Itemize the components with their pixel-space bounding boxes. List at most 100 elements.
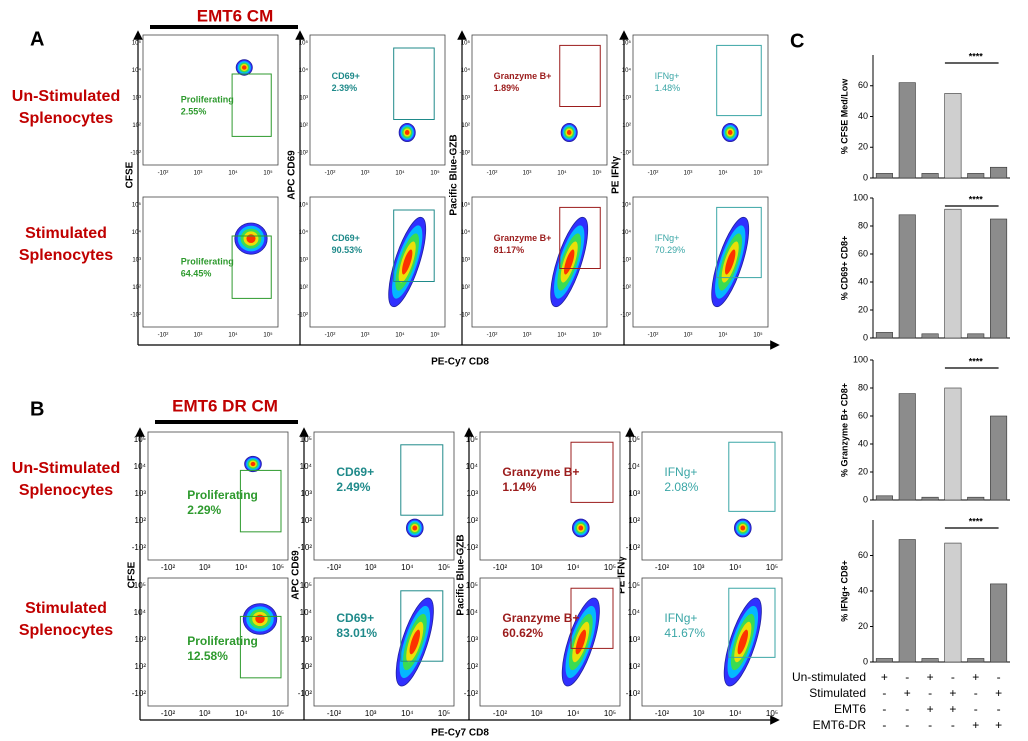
flow-y-tick: 10⁵ — [132, 202, 142, 209]
flow-y-tick: 10³ — [466, 489, 478, 498]
gate-percent: 2.39% — [332, 83, 358, 93]
flow-y-tick: 10⁴ — [132, 67, 142, 74]
flow-plot-frame — [147, 431, 289, 561]
significance: **** — [969, 194, 984, 204]
row-label: Stimulated — [25, 225, 107, 242]
flow-y-tick: 10⁵ — [299, 202, 309, 209]
gate-name: Granzyme B+ — [502, 465, 579, 479]
flow-x-tick: -10² — [158, 333, 169, 339]
flow-x-tick: 10⁴ — [235, 563, 248, 572]
flow-y-tick: 10⁵ — [134, 435, 146, 444]
gate-name: IFNg+ — [664, 465, 697, 479]
gate — [728, 441, 776, 512]
bar — [898, 393, 916, 501]
flow-x-tick: 10³ — [365, 563, 377, 572]
bar — [921, 173, 939, 179]
flow-x-tick: -10² — [158, 171, 169, 177]
flow-y-tick: 10⁴ — [299, 67, 309, 74]
flow-plot-frame — [471, 196, 608, 328]
condition-label: Un-stimulated — [792, 670, 866, 684]
flow-y-tick: 10⁴ — [134, 462, 147, 471]
bar — [875, 173, 893, 179]
flow-x-tick: -10² — [327, 563, 342, 572]
x-axis-label: PE-Cy7 CD8 — [431, 357, 489, 368]
gate-percent: 1.89% — [494, 83, 520, 93]
flow-x-tick: -10² — [655, 563, 670, 572]
gate-percent: 41.67% — [664, 626, 705, 640]
flow-plot-frame — [142, 34, 279, 166]
flow-x-tick: 10³ — [199, 709, 211, 718]
flow-x-tick: 10³ — [684, 171, 693, 177]
gate-name: IFNg+ — [655, 71, 680, 81]
bar — [967, 496, 985, 501]
flow-y-tick: 10³ — [300, 635, 312, 644]
bar — [875, 332, 893, 339]
row-label: Un-Stimulated — [12, 460, 120, 477]
condition-sign: - — [974, 686, 978, 700]
y-tick-label: 0 — [863, 332, 868, 342]
significance: **** — [969, 51, 984, 61]
condition-sign: + — [881, 670, 888, 684]
flow-y-tick: 10⁴ — [299, 229, 309, 236]
flow-y-tick: 10² — [299, 285, 308, 291]
condition-sign: - — [997, 702, 1001, 716]
flow-y-tick: -10² — [459, 151, 470, 157]
flow-y-tick: 10⁴ — [461, 67, 471, 74]
flow-x-tick: 10³ — [531, 709, 543, 718]
flow-y-tick: 10³ — [132, 258, 141, 264]
y-axis-label: % IFNg+ CD8+ — [839, 560, 849, 622]
y-axis-label: Pacific Blue-GZB — [449, 134, 460, 215]
y-axis-label: Pacific Blue-GZB — [456, 534, 467, 615]
flow-y-tick: 10³ — [622, 96, 631, 102]
flow-x-tick: 10⁴ — [718, 170, 728, 177]
flow-y-tick: 10⁴ — [132, 229, 142, 236]
gate-percent: 64.45% — [181, 268, 212, 278]
flow-y-tick: 10⁵ — [466, 581, 478, 590]
gate-name: IFNg+ — [664, 611, 697, 625]
contour — [740, 525, 746, 531]
flow-plot-frame — [309, 34, 446, 166]
flow-y-tick: 10⁴ — [622, 67, 632, 74]
flow-y-tick: 10³ — [628, 635, 640, 644]
y-axis-label: APC CD69 — [287, 150, 298, 200]
flow-y-tick: 10² — [628, 662, 640, 671]
flow-y-tick: -10² — [298, 689, 313, 698]
flow-y-tick: 10⁴ — [300, 462, 313, 471]
bar — [898, 539, 916, 663]
flow-plot-frame — [479, 577, 621, 707]
flow-y-tick: -10² — [626, 689, 641, 698]
flow-x-tick: 10⁵ — [604, 563, 616, 572]
flow-x-tick: -10² — [325, 333, 336, 339]
row-label: Stimulated — [25, 600, 107, 617]
gate-name: CD69+ — [332, 233, 360, 243]
gate-name: Granzyme B+ — [494, 71, 552, 81]
gate-percent: 90.53% — [332, 245, 363, 255]
flow-y-tick: 10³ — [134, 635, 146, 644]
contour — [409, 629, 421, 655]
gate — [393, 209, 435, 282]
flow-y-tick: 10⁴ — [622, 229, 632, 236]
flow-y-tick: 10² — [132, 285, 141, 291]
contour — [402, 249, 413, 275]
flow-x-tick: 10⁴ — [567, 709, 580, 718]
contour — [412, 525, 418, 531]
row-label: Splenocytes — [19, 247, 113, 264]
flow-x-tick: -10² — [327, 709, 342, 718]
flow-x-tick: 10³ — [361, 333, 370, 339]
y-tick-label: 60 — [858, 550, 868, 560]
flow-x-tick: -10² — [161, 563, 176, 572]
flow-plot-frame — [479, 431, 621, 561]
flow-x-tick: 10⁴ — [718, 332, 728, 339]
flow-x-tick: -10² — [493, 709, 508, 718]
flow-x-tick: 10⁴ — [235, 709, 248, 718]
gate — [716, 206, 762, 279]
flow-y-tick: 10² — [132, 123, 141, 129]
flow-x-tick: 10³ — [523, 171, 532, 177]
flow-x-tick: 10⁵ — [430, 170, 440, 177]
bar — [944, 387, 962, 501]
row-label: Splenocytes — [19, 482, 113, 499]
bar — [944, 208, 962, 339]
flow-y-tick: 10² — [134, 516, 146, 525]
y-axis-label: % CD69+ CD8+ — [839, 236, 849, 301]
bar — [921, 333, 939, 339]
